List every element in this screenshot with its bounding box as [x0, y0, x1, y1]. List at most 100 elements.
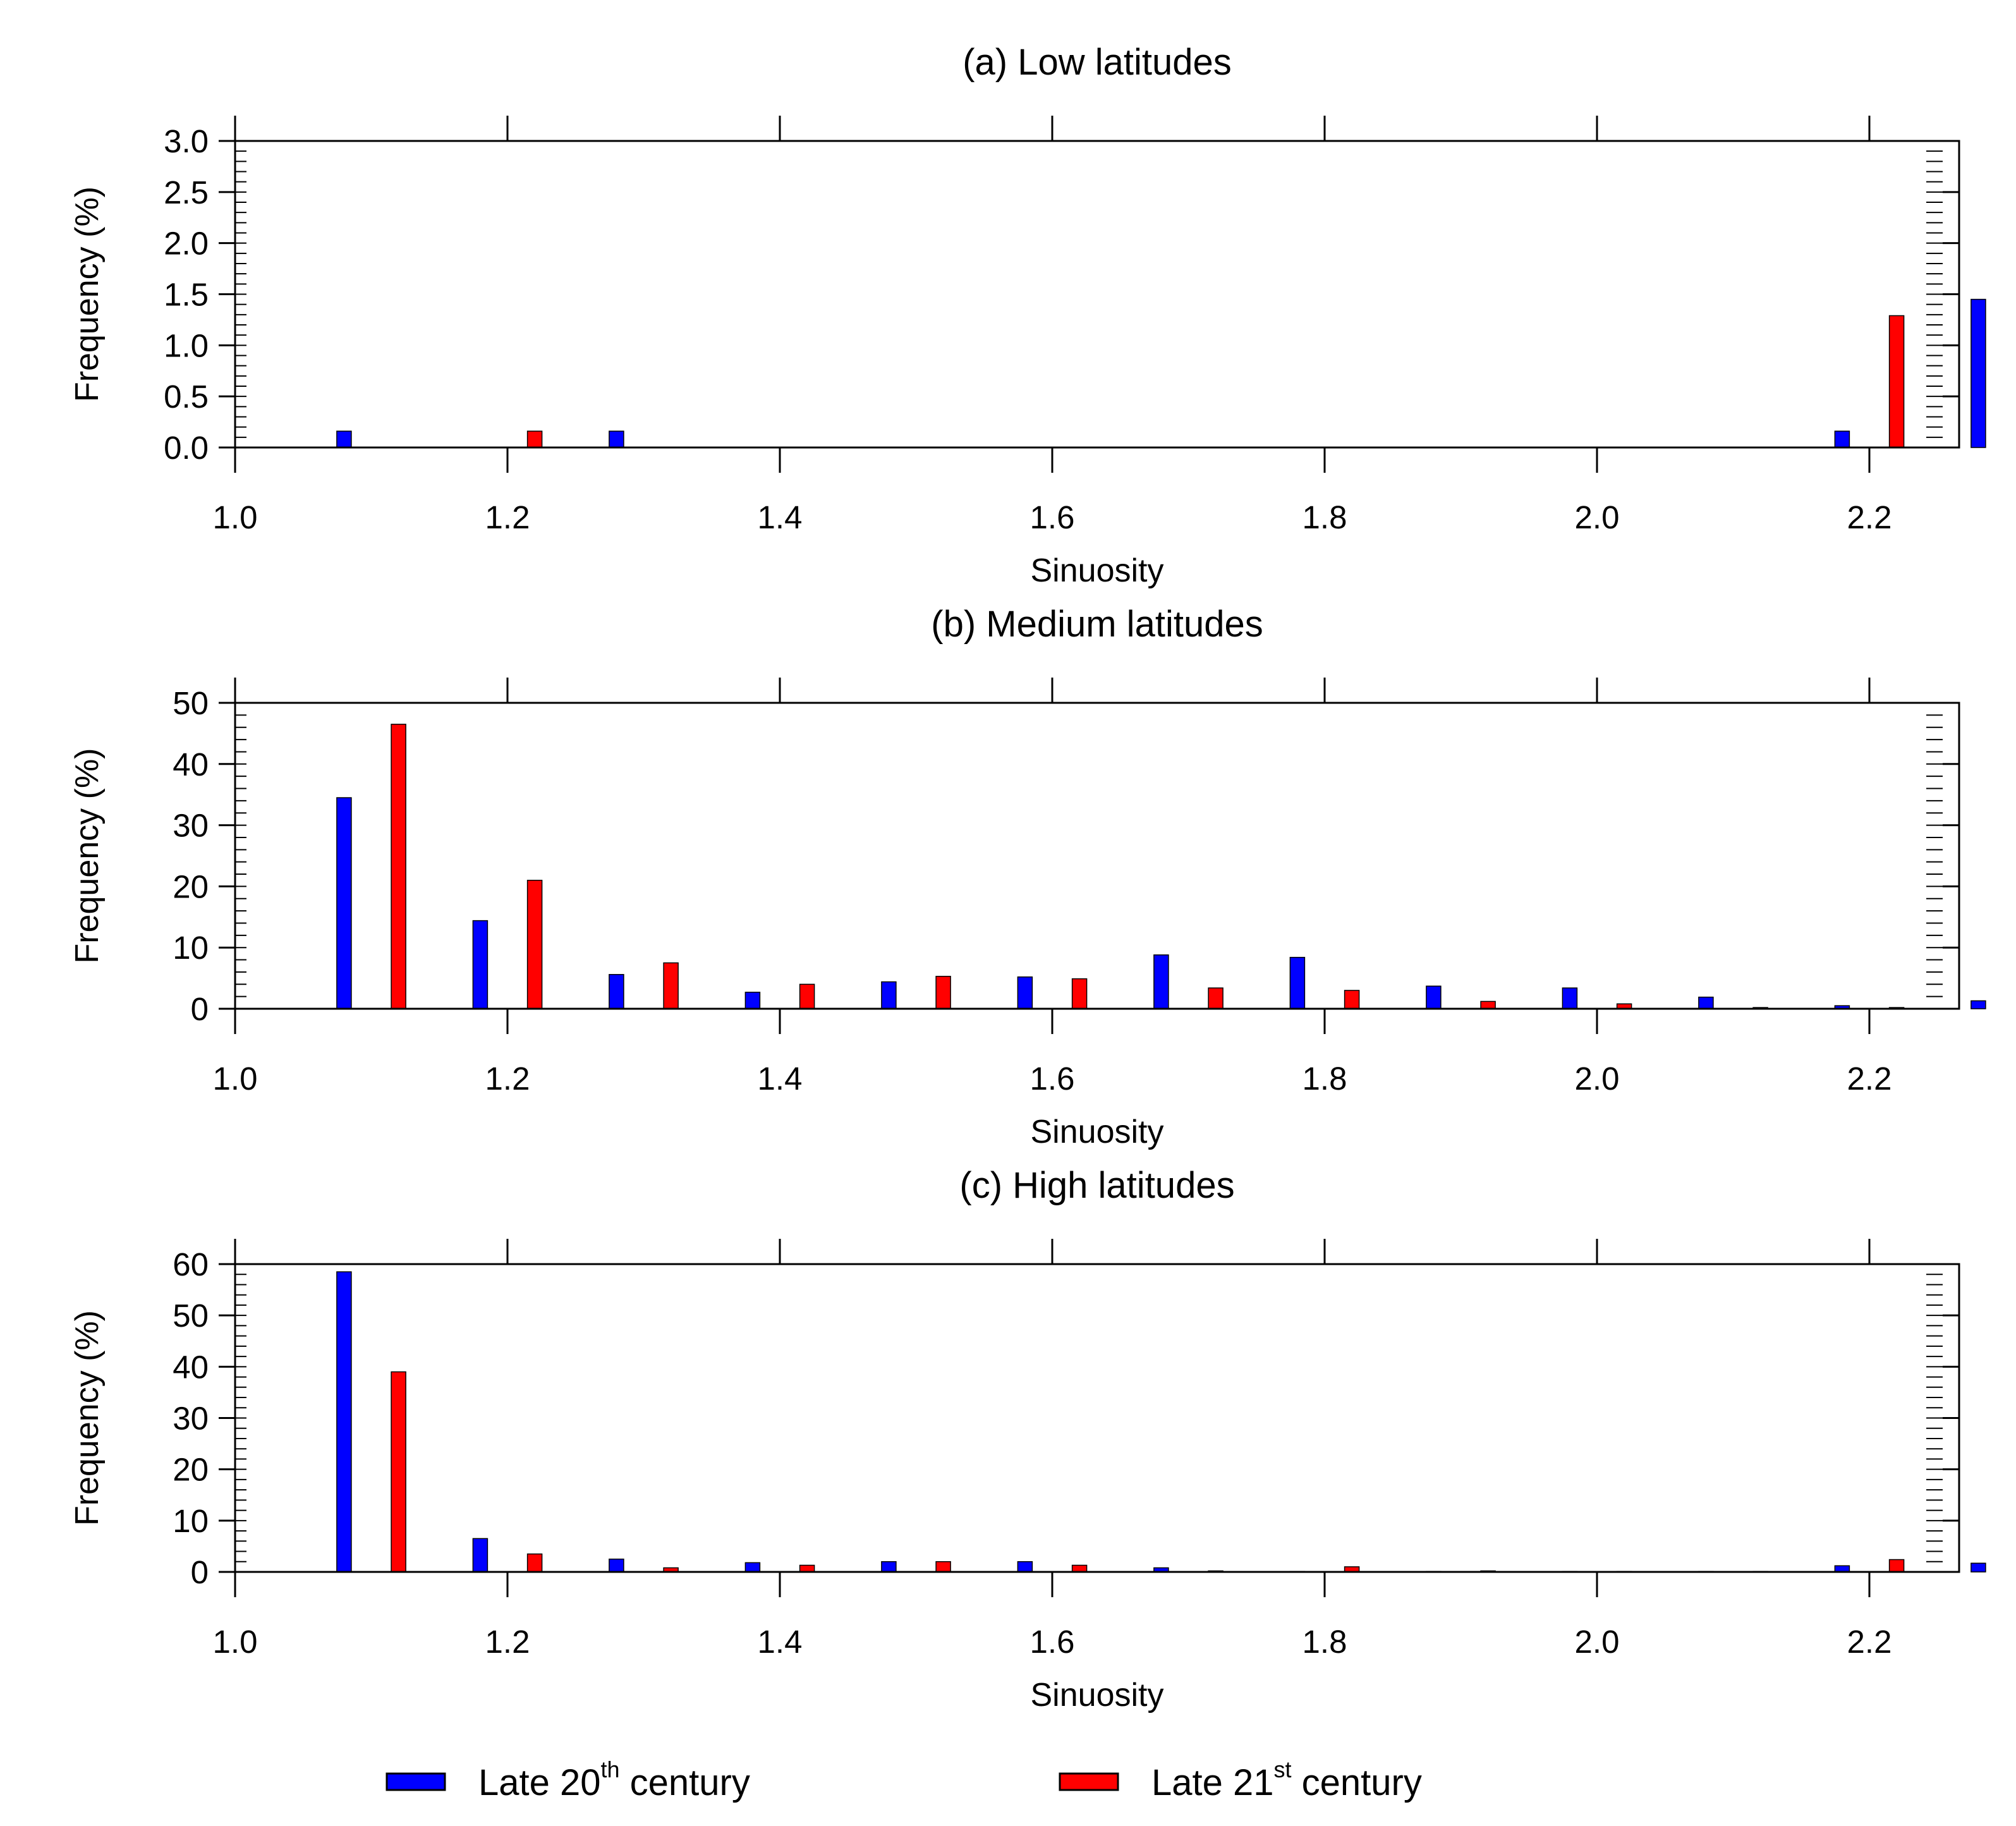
bar-late20: [472, 920, 489, 1009]
chart-title: (a) Low latitudes: [962, 42, 1232, 83]
legend-swatch-late20: [386, 1772, 446, 1791]
bar-late20: [1017, 976, 1033, 1009]
y-tick-label: 0: [191, 1554, 209, 1590]
bar-late21: [1344, 990, 1360, 1009]
bar-late20: [1970, 1562, 1986, 1573]
bar-late20: [336, 1271, 352, 1573]
legend-label-late20: Late 20th century: [478, 1756, 750, 1803]
chart-panel-2: (b) Medium latitudes 1.0 1.2 1.4 1.6 1.8 2.0 2.…: [69, 604, 1986, 1150]
y-tick-label: 20: [173, 868, 209, 904]
y-tick-label: 30: [173, 808, 209, 844]
x-tick-label: 1.6: [1030, 1624, 1075, 1660]
legend: Late 20th century Late 21st century: [386, 1756, 1422, 1803]
legend-swatch-late21: [1059, 1772, 1119, 1791]
bar-late20: [881, 981, 897, 1009]
bar-late21: [799, 983, 815, 1009]
chart-title: (b) Medium latitudes: [931, 604, 1263, 645]
x-tick-label: 2.0: [1575, 1624, 1620, 1660]
panels: (a) Low latitudes 1.0 1.2 1.4 1.6 1.8 2.0 2.2 2.…: [69, 42, 1986, 1713]
bar-late20: [1017, 1561, 1033, 1573]
bar-late20: [1562, 987, 1578, 1009]
plot-frame: [234, 140, 1960, 449]
y-tick-label: 50: [173, 685, 209, 721]
y-tick-label: 0.5: [164, 379, 209, 415]
bar-late20: [472, 1538, 489, 1573]
y-tick-label: 2.0: [164, 226, 209, 262]
x-axis-label: Sinuosity: [1031, 1677, 1164, 1713]
x-tick-label: 2.2: [1847, 1624, 1892, 1660]
bar-late21: [391, 1371, 406, 1573]
y-tick-label: 0: [191, 991, 209, 1027]
y-tick-label: 50: [173, 1298, 209, 1334]
bar-late20: [744, 992, 761, 1009]
bar-late20: [1834, 430, 1850, 448]
bar-late20: [881, 1561, 897, 1573]
y-tick-label: 10: [173, 1503, 209, 1539]
x-tick-label: 2.2: [1847, 499, 1892, 535]
bar-late21: [663, 962, 679, 1009]
chart-panel-3: (c) High latitudes 1.0 1.2 1.4 1.6 1.8 2.0 2.2 2…: [69, 1165, 1986, 1713]
y-tick-label: 60: [173, 1246, 209, 1282]
x-tick-label: 1.4: [758, 1061, 803, 1097]
bar-late20: [336, 430, 352, 448]
x-tick-label: 1.0: [213, 499, 258, 535]
bar-late20: [1698, 996, 1714, 1009]
bar-late20: [609, 1558, 624, 1573]
x-tick-label: 1.8: [1303, 499, 1347, 535]
x-tick-label: 1.2: [485, 1061, 530, 1097]
bar-late21: [526, 430, 543, 448]
x-tick-label: 2.2: [1847, 1061, 1892, 1097]
x-tick-label: 1.6: [1030, 1061, 1075, 1097]
bar-late20: [336, 797, 352, 1009]
y-tick-label: 40: [173, 1349, 209, 1385]
bar-late21: [1071, 1564, 1088, 1573]
x-tick-label: 1.0: [213, 1061, 258, 1097]
x-tick-label: 1.2: [485, 499, 530, 535]
chart-title: (c) High latitudes: [959, 1165, 1234, 1206]
y-tick-label: 3.0: [164, 123, 209, 159]
bar-late21: [1480, 1001, 1496, 1009]
y-tick-label: 30: [173, 1401, 209, 1437]
y-axis-label: Frequency (%): [69, 748, 106, 964]
bar-late20: [1970, 298, 1986, 448]
bar-late20: [1289, 956, 1306, 1009]
y-tick-label: 2.5: [164, 174, 209, 210]
y-tick-label: 1.0: [164, 327, 209, 363]
x-axis-label: Sinuosity: [1031, 552, 1164, 589]
bar-late21: [1888, 315, 1905, 448]
bar-late21: [1208, 987, 1224, 1009]
x-tick-label: 1.0: [213, 1624, 258, 1660]
x-tick-label: 2.0: [1575, 499, 1620, 535]
bar-late20: [1970, 1000, 1986, 1009]
x-tick-label: 1.2: [485, 1624, 530, 1660]
y-tick-label: 40: [173, 746, 209, 782]
y-tick-label: 20: [173, 1452, 209, 1488]
plot-frame: [234, 702, 1960, 1010]
bar-late21: [799, 1564, 815, 1573]
bar-late21: [935, 1561, 951, 1573]
y-tick-label: 1.5: [164, 277, 209, 313]
bar-late20: [1426, 985, 1442, 1009]
bar-late21: [1888, 1559, 1905, 1573]
x-axis-label: Sinuosity: [1031, 1114, 1164, 1150]
x-tick-label: 1.6: [1030, 499, 1075, 535]
legend-label-late21: Late 21st century: [1151, 1756, 1422, 1803]
y-axis-label: Frequency (%): [69, 186, 106, 402]
x-tick-label: 1.8: [1303, 1624, 1347, 1660]
plot-frame: [234, 1263, 1960, 1573]
bar-late21: [1071, 978, 1088, 1009]
x-tick-label: 1.4: [758, 1624, 803, 1660]
bar-late21: [526, 879, 543, 1009]
bar-late20: [1153, 954, 1169, 1009]
y-tick-label: 0.0: [164, 430, 209, 466]
chart-panel-1: (a) Low latitudes 1.0 1.2 1.4 1.6 1.8 2.0 2.2 2.…: [69, 42, 1986, 589]
x-tick-label: 2.0: [1575, 1061, 1620, 1097]
bar-late20: [744, 1562, 761, 1573]
y-axis-label: Frequency (%): [69, 1310, 106, 1526]
bar-late21: [391, 724, 406, 1009]
x-tick-label: 1.8: [1303, 1061, 1347, 1097]
bar-late20: [609, 430, 624, 448]
y-tick-label: 10: [173, 930, 209, 966]
bar-late21: [526, 1553, 543, 1573]
